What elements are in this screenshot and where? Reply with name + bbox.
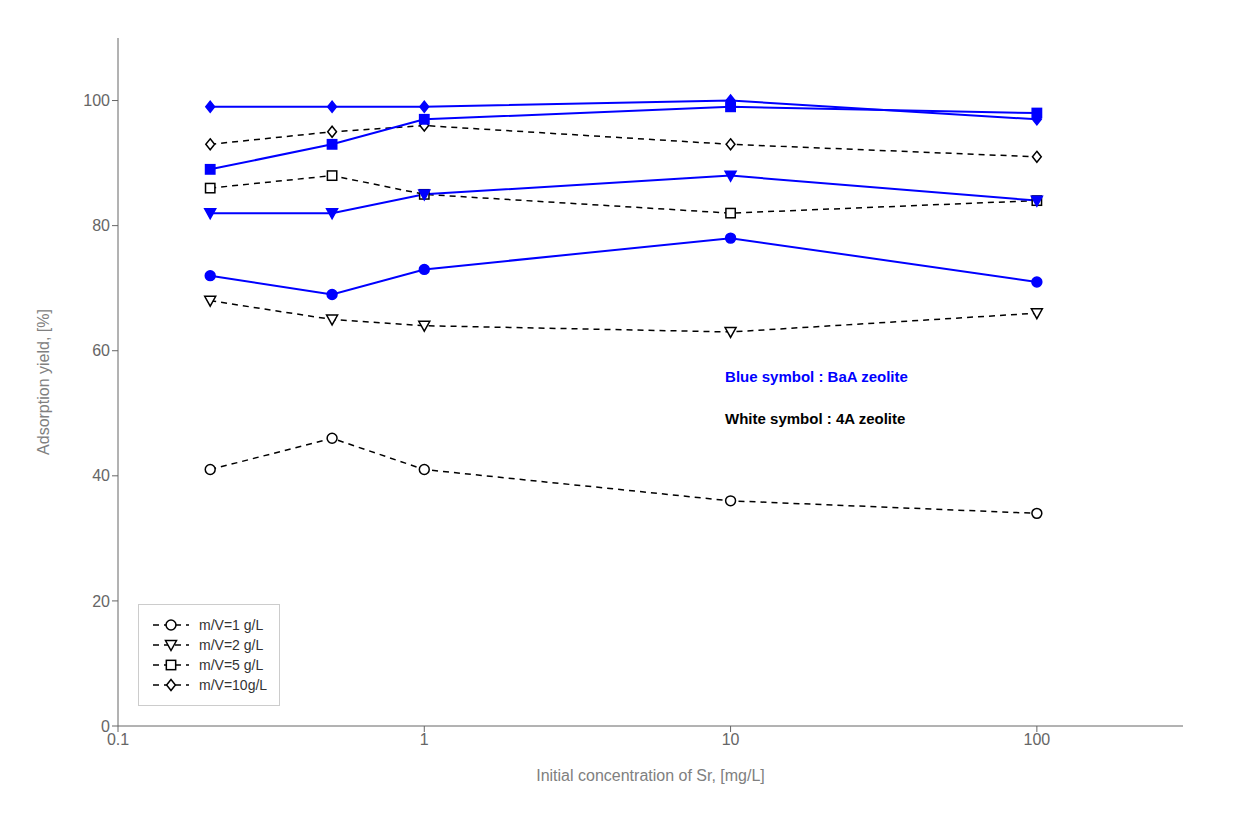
svg-text:20: 20	[92, 593, 110, 610]
svg-text:1: 1	[420, 731, 429, 748]
html-text:m/V=2 g/L: m/V=2 g/L	[199, 637, 264, 653]
svg-text:100: 100	[1024, 731, 1051, 748]
svg-text:10: 10	[722, 731, 740, 748]
html-text:White symbol : 4A zeolite: White symbol : 4A zeolite	[725, 409, 906, 427]
html-text:Blue symbol : BaA zeolite: Blue symbol : BaA zeolite	[725, 368, 908, 386]
svg-text:60: 60	[92, 342, 110, 359]
html-text:m/V=1 g/L: m/V=1 g/L	[199, 617, 264, 633]
svg-text:40: 40	[92, 467, 110, 484]
svg-text:0.1: 0.1	[107, 731, 129, 748]
html-text:m/V=10g/L: m/V=10g/L	[199, 677, 268, 693]
html-text:m/V=5 g/L: m/V=5 g/L	[199, 657, 264, 673]
svg-text:Initial concentration of Sr, [: Initial concentration of Sr, [mg/L]	[536, 767, 765, 784]
svg-text:Adsorption yield, [%]: Adsorption yield, [%]	[35, 309, 52, 455]
svg-text:0: 0	[101, 718, 110, 735]
svg-text:100: 100	[83, 92, 110, 109]
svg-text:80: 80	[92, 217, 110, 234]
